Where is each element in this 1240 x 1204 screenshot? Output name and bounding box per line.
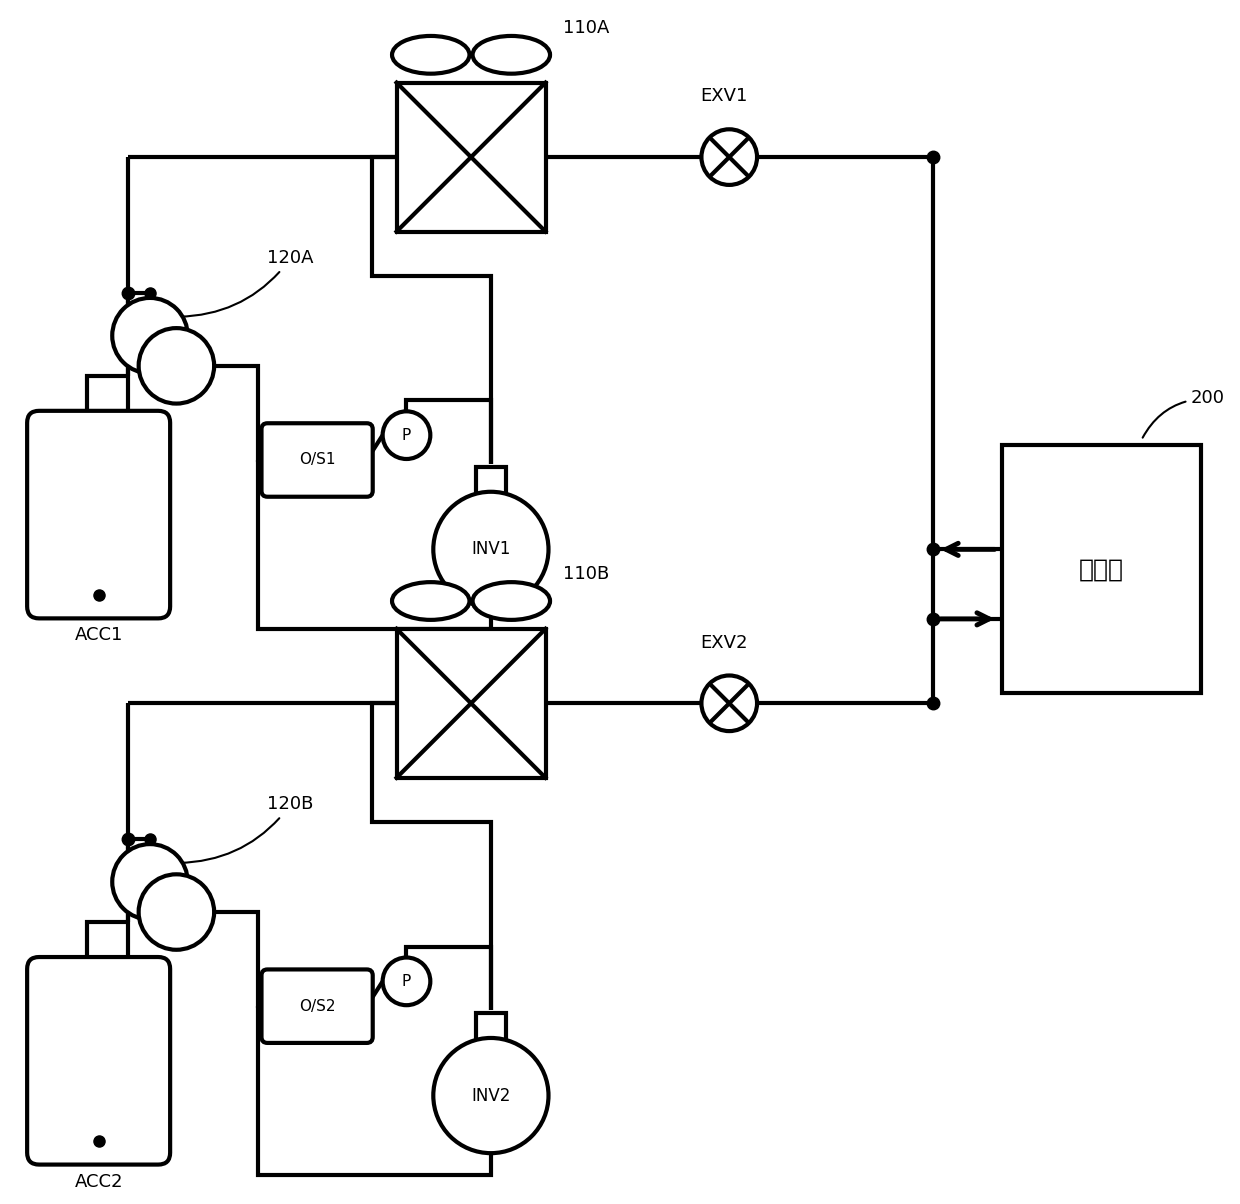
Ellipse shape: [472, 36, 551, 73]
FancyBboxPatch shape: [262, 969, 373, 1043]
Text: O/S2: O/S2: [299, 998, 335, 1014]
Circle shape: [139, 874, 215, 950]
FancyBboxPatch shape: [27, 957, 170, 1164]
Bar: [1002, 445, 1202, 694]
Ellipse shape: [392, 583, 470, 620]
Text: ACC1: ACC1: [74, 626, 123, 644]
FancyBboxPatch shape: [27, 411, 170, 619]
Ellipse shape: [472, 583, 551, 620]
Circle shape: [139, 329, 215, 403]
Bar: [397, 83, 546, 231]
Text: ACC2: ACC2: [74, 1173, 123, 1191]
Text: 200: 200: [1142, 389, 1225, 438]
Bar: [476, 467, 506, 495]
Bar: [397, 628, 546, 778]
Circle shape: [113, 297, 187, 373]
Text: P: P: [402, 974, 412, 988]
Circle shape: [383, 957, 430, 1005]
Bar: [476, 1013, 506, 1041]
Text: EXV1: EXV1: [701, 88, 748, 106]
Text: 室内机: 室内机: [1079, 557, 1125, 582]
Text: 120B: 120B: [179, 796, 314, 863]
Text: 110B: 110B: [563, 565, 610, 583]
Text: INV1: INV1: [471, 541, 511, 559]
Text: INV2: INV2: [471, 1086, 511, 1104]
Text: O/S1: O/S1: [299, 453, 335, 467]
Circle shape: [383, 412, 430, 459]
Circle shape: [702, 129, 758, 185]
Text: 110A: 110A: [563, 19, 610, 37]
Circle shape: [433, 491, 548, 607]
Text: P: P: [402, 427, 412, 443]
Ellipse shape: [392, 36, 470, 73]
Text: 120A: 120A: [179, 249, 314, 317]
Circle shape: [113, 844, 187, 920]
Circle shape: [702, 675, 758, 731]
FancyBboxPatch shape: [262, 424, 373, 497]
Circle shape: [433, 1038, 548, 1153]
Text: EXV2: EXV2: [701, 633, 748, 651]
